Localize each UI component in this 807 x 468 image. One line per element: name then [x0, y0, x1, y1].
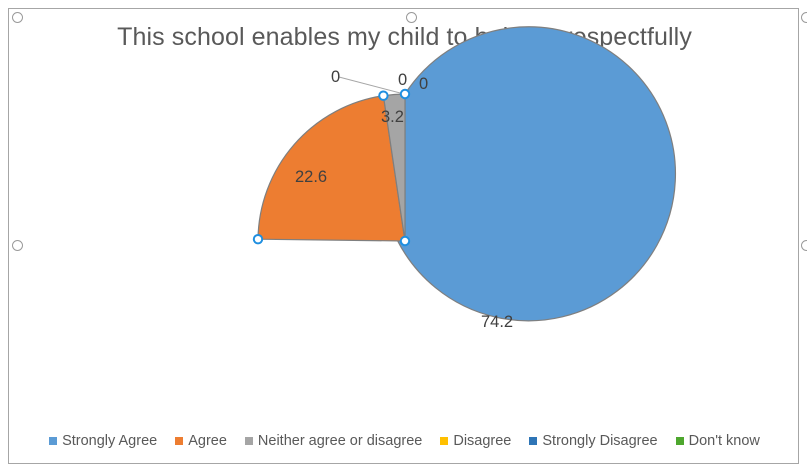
legend-swatch-icon	[49, 437, 58, 445]
legend-swatch-icon	[175, 437, 184, 445]
pie-slice-agree[interactable]	[257, 95, 406, 242]
legend-label: Agree	[188, 433, 227, 449]
data-label-strongly-agree[interactable]: 74.2	[481, 313, 514, 331]
legend-label: Strongly Disagree	[542, 433, 658, 449]
resize-handle-middle-right[interactable]	[800, 239, 807, 251]
pie-slice-strongly-agree[interactable]	[396, 26, 677, 322]
slice-handle-gray-orange[interactable]	[378, 90, 389, 101]
legend-swatch-icon	[529, 437, 538, 445]
data-label-disagree[interactable]: 0	[331, 68, 341, 86]
resize-handle-top-left[interactable]	[11, 11, 23, 23]
slice-handle-top[interactable]	[399, 88, 411, 100]
legend-label: Neither agree or disagree	[257, 433, 423, 449]
data-label-dont-know[interactable]: 0	[419, 75, 429, 93]
slice-handle-left[interactable]	[252, 234, 264, 245]
legend-item-agree[interactable]: Agree	[175, 433, 227, 449]
slice-handle-center[interactable]	[399, 235, 411, 247]
legend-item-strongly-disagree[interactable]: Strongly Disagree	[529, 433, 658, 449]
legend-swatch-icon	[675, 437, 684, 445]
legend-label: Strongly Agree	[62, 433, 158, 449]
resize-handle-top-right[interactable]	[800, 11, 807, 23]
resize-handle-top-center[interactable]	[406, 11, 417, 23]
legend-item-disagree[interactable]: Disagree	[440, 433, 511, 449]
legend-swatch-icon	[244, 437, 253, 445]
resize-handle-middle-left[interactable]	[11, 239, 23, 251]
legend-item-strongly-agree[interactable]: Strongly Agree	[49, 433, 157, 449]
chart-legend[interactable]: Strongly Agree Agree Neither agree or di…	[9, 433, 800, 449]
data-label-agree[interactable]: 22.6	[295, 168, 328, 186]
legend-item-dont-know[interactable]: Don't know	[675, 433, 760, 449]
chart-object-frame[interactable]: This school enables my child to behave r…	[8, 8, 807, 468]
legend-item-neither-agree-or-disagree[interactable]: Neither agree or disagree	[244, 433, 423, 449]
legend-label: Don't know	[688, 433, 760, 449]
legend-label: Disagree	[453, 433, 512, 449]
plot-area[interactable]: 74.2 22.6 3.2 0 0 0	[9, 9, 800, 429]
data-label-strongly-disagree[interactable]: 0	[398, 71, 408, 89]
legend-swatch-icon	[440, 437, 449, 445]
pie-svg	[252, 26, 677, 322]
leader-line-disagree	[338, 76, 405, 95]
data-label-neither[interactable]: 3.2	[381, 108, 404, 126]
